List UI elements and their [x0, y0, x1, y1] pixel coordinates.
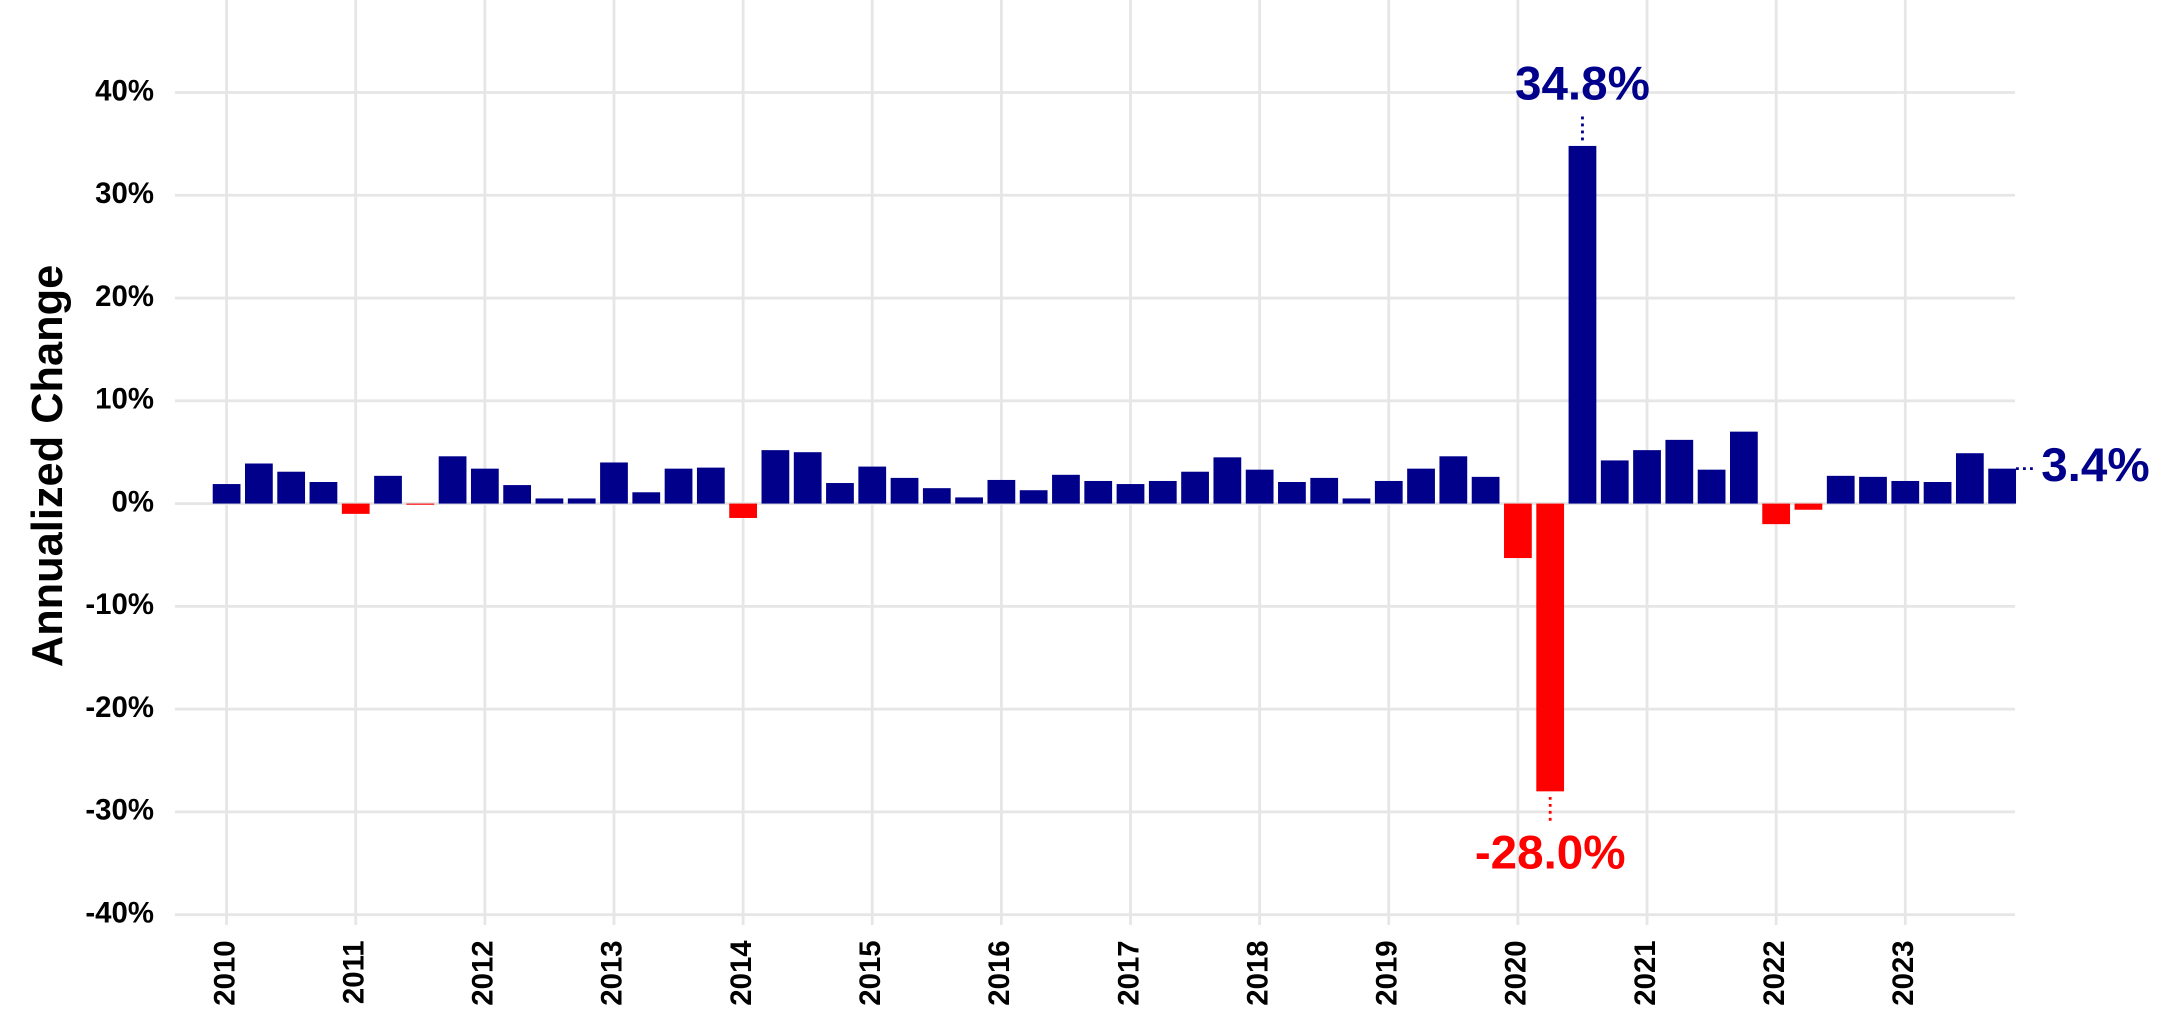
- x-tick-label: 2020: [1500, 940, 1533, 1005]
- bar: [858, 466, 887, 504]
- bar: [1181, 471, 1209, 504]
- bar: [1568, 145, 1597, 504]
- x-tick-label: 2015: [854, 940, 887, 1005]
- x-tick-label: 2022: [1758, 940, 1791, 1005]
- value-label: -28.0%: [1475, 826, 1626, 879]
- x-tick-label: 2014: [725, 940, 758, 1006]
- x-tick-label: 2019: [1371, 940, 1404, 1005]
- bar: [1504, 503, 1532, 559]
- bar: [244, 463, 273, 504]
- bar: [1729, 431, 1758, 504]
- bar: [1923, 482, 1952, 504]
- bar: [1536, 503, 1565, 792]
- x-tick-label: 2023: [1887, 940, 1920, 1005]
- x-tick-label: 2016: [983, 940, 1016, 1005]
- y-tick-label: 30%: [95, 177, 154, 210]
- bar: [1633, 450, 1661, 504]
- bar: [503, 485, 532, 504]
- bar: [1407, 468, 1435, 504]
- bar: [922, 488, 951, 504]
- bar: [438, 456, 467, 504]
- bar: [1148, 480, 1177, 504]
- bar: [1310, 477, 1339, 504]
- bar: [1342, 498, 1371, 504]
- bar: [406, 503, 435, 505]
- x-tick-label: 2018: [1241, 940, 1274, 1005]
- x-tick-label: 2012: [467, 940, 500, 1005]
- bar: [1988, 468, 2017, 504]
- bar: [1052, 474, 1080, 504]
- y-tick-label: -20%: [85, 691, 154, 724]
- bar: [1116, 484, 1145, 504]
- bar: [535, 498, 564, 504]
- bar: [1439, 456, 1468, 504]
- bar: [696, 467, 725, 504]
- bar: [1955, 453, 1984, 504]
- x-tick-label: 2010: [208, 940, 241, 1005]
- bar: [1794, 503, 1823, 510]
- bar: [1374, 480, 1403, 504]
- bar: [1859, 476, 1887, 504]
- bar: [1019, 490, 1048, 504]
- bar: [826, 483, 854, 504]
- x-tick-label: 2013: [596, 940, 629, 1005]
- bar: [1762, 503, 1791, 525]
- x-tick-label: 2011: [337, 940, 370, 1004]
- bar: [1665, 439, 1694, 504]
- value-label: 3.4%: [2041, 439, 2149, 492]
- y-tick-label: -30%: [85, 794, 154, 827]
- bar: [1697, 469, 1726, 504]
- y-tick-label: -10%: [85, 588, 154, 621]
- bar: [374, 475, 402, 504]
- bar: [470, 468, 499, 504]
- bar: [1471, 476, 1500, 504]
- bar: [793, 452, 822, 504]
- bar: [341, 503, 370, 514]
- bar: [987, 479, 1016, 504]
- bar: [1213, 457, 1242, 504]
- bar: [1245, 469, 1274, 504]
- bar: [1891, 480, 1920, 504]
- y-tick-label: -40%: [85, 896, 154, 929]
- y-axis-label: Annualized Change: [24, 265, 72, 667]
- bar: [277, 471, 306, 504]
- bar: [890, 477, 919, 504]
- bar: [632, 492, 661, 504]
- bar: [1084, 480, 1113, 504]
- bar: [955, 497, 983, 504]
- y-tick-label: 20%: [95, 280, 154, 313]
- y-tick-label: 10%: [95, 383, 154, 416]
- bar: [212, 484, 241, 504]
- y-tick-label: 40%: [95, 74, 154, 107]
- bar: [1826, 475, 1855, 504]
- bar: [600, 462, 628, 504]
- bar: [761, 450, 790, 504]
- x-tick-label: 2021: [1629, 940, 1662, 1005]
- bar: [1600, 460, 1629, 504]
- x-tick-label: 2017: [1112, 940, 1145, 1005]
- bar: [567, 498, 596, 504]
- bar: [664, 468, 693, 504]
- bar: [729, 503, 757, 518]
- bar: [309, 482, 338, 504]
- y-tick-label: 0%: [111, 485, 153, 518]
- bar: [1278, 482, 1306, 504]
- value-label: 34.8%: [1515, 58, 1650, 111]
